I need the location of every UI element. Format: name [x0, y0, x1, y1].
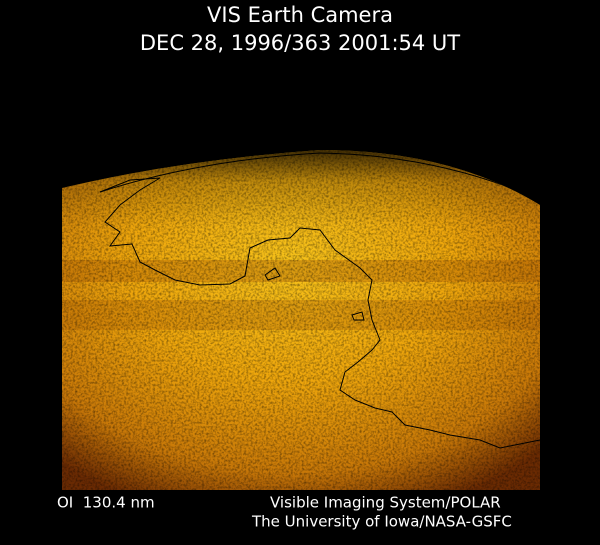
instrument: Visible Imaging System/POLAR: [270, 494, 501, 512]
timestamp: DEC 28, 1996/363 2001:54 UT: [140, 31, 460, 55]
title: VIS Earth Camera: [207, 3, 393, 27]
wavelength: OI 130.4 nm: [57, 494, 155, 512]
earth-image: [62, 150, 540, 490]
institution: The University of Iowa/NASA-GSFC: [251, 513, 512, 531]
